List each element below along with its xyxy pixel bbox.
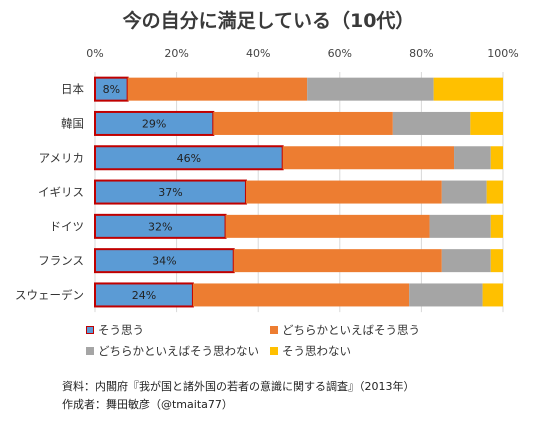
- data-label: 29%: [142, 117, 166, 130]
- category-label: フランス: [38, 254, 84, 268]
- x-tick-label: 100%: [487, 47, 518, 60]
- bar-segment: [490, 249, 503, 273]
- category-label: ドイツ: [50, 219, 85, 233]
- legend-swatch: [270, 326, 278, 334]
- bar-segment: [454, 146, 491, 170]
- data-label: 24%: [132, 289, 156, 302]
- legend-label: どちらかといえばそう思う: [282, 323, 420, 337]
- bar-segment: [429, 214, 491, 238]
- legend-swatch: [86, 347, 94, 355]
- legend-label: そう思わない: [282, 344, 351, 358]
- chart-title: 今の自分に満足している（10代）: [122, 10, 415, 32]
- bar-segment: [470, 111, 503, 135]
- legend-swatch: [270, 347, 278, 355]
- x-tick-label: 0%: [86, 47, 103, 60]
- bar-segment: [441, 249, 491, 273]
- bar-segment: [233, 249, 442, 273]
- legend-swatch: [86, 326, 94, 334]
- bar-segment: [392, 111, 471, 135]
- data-label: 8%: [103, 83, 120, 96]
- bar-segment: [433, 77, 503, 101]
- author-line: 作成者：舞田敏彦（@tmaita77）: [62, 398, 233, 411]
- category-label: イギリス: [38, 185, 84, 199]
- bar-segment: [409, 283, 483, 307]
- legend-item-somewhat-agree: どちらかといえばそう思う: [270, 322, 420, 338]
- bar-segment: [282, 146, 455, 170]
- bar-segment: [490, 214, 503, 238]
- x-tick-label: 60%: [328, 47, 352, 60]
- x-tick-label: 40%: [246, 47, 270, 60]
- category-label: アメリカ: [39, 151, 84, 165]
- x-tick-label: 80%: [409, 47, 433, 60]
- legend-label: そう思う: [98, 323, 144, 337]
- legend-item-strongly-agree: そう思う: [86, 322, 144, 338]
- bar-segment: [213, 111, 393, 135]
- bar-segment: [490, 146, 503, 170]
- data-label: 32%: [148, 220, 172, 233]
- x-tick-label: 20%: [164, 47, 188, 60]
- bar-segment: [441, 180, 487, 204]
- category-label: 韓国: [61, 116, 84, 130]
- bar-segment: [307, 77, 434, 101]
- data-label: 34%: [152, 255, 176, 268]
- bar-segment: [127, 77, 308, 101]
- bar-segment: [245, 180, 442, 204]
- legend-item-somewhat-disagree: どちらかといえばそう思わない: [86, 343, 259, 359]
- legend-label: どちらかといえばそう思わない: [98, 344, 259, 358]
- category-label: 日本: [61, 82, 84, 96]
- bar-segment: [225, 214, 430, 238]
- stacked-bar-chart: 0% 20% 40% 60% 80% 100% 日本 8% 韓国 29% アメリカ 46% イギリス 37…: [15, 47, 519, 313]
- data-label: 37%: [158, 186, 182, 199]
- category-label: スウェーデン: [15, 288, 84, 302]
- data-label: 46%: [177, 152, 201, 165]
- legend-item-strongly-disagree: そう思わない: [270, 343, 351, 359]
- bar-segment: [482, 283, 503, 307]
- bar-segment: [192, 283, 410, 307]
- bar-segment: [486, 180, 503, 204]
- source-line: 資料：内閣府『我が国と諸外国の若者の意識に関する調査』（2013年）: [62, 380, 415, 393]
- source-note: 資料：内閣府『我が国と諸外国の若者の意識に関する調査』（2013年） 作成者：舞…: [62, 378, 415, 414]
